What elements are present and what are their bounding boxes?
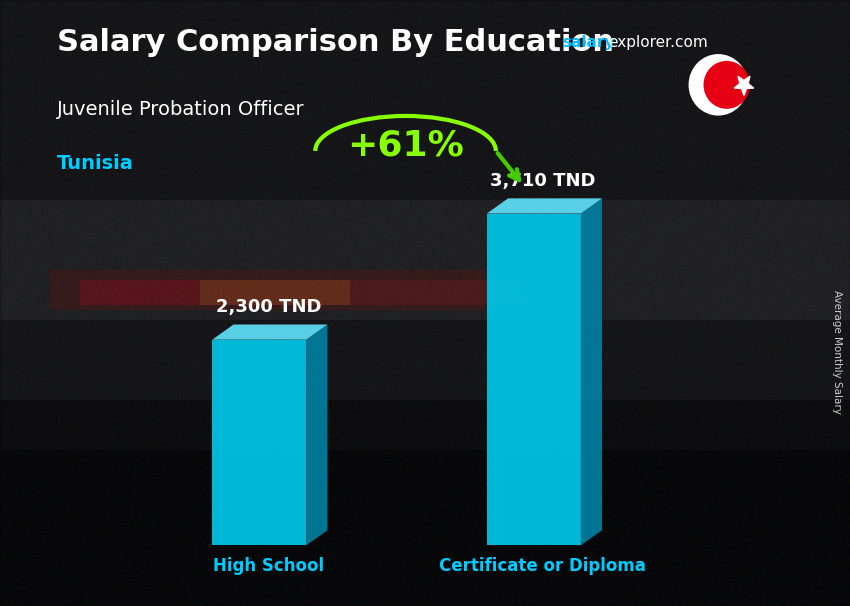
Text: salary: salary bbox=[563, 35, 615, 50]
Text: Certificate or Diploma: Certificate or Diploma bbox=[439, 558, 646, 576]
Polygon shape bbox=[306, 324, 327, 545]
Text: explorer.com: explorer.com bbox=[608, 35, 707, 50]
Text: Average Monthly Salary: Average Monthly Salary bbox=[832, 290, 842, 413]
Text: Juvenile Probation Officer: Juvenile Probation Officer bbox=[57, 99, 304, 119]
Polygon shape bbox=[734, 76, 754, 96]
Circle shape bbox=[704, 62, 749, 108]
Text: 2,300 TND: 2,300 TND bbox=[216, 299, 321, 316]
Text: +61%: +61% bbox=[347, 129, 464, 163]
Text: 3,710 TND: 3,710 TND bbox=[490, 172, 596, 190]
Text: Salary Comparison By Education: Salary Comparison By Education bbox=[57, 28, 614, 57]
Polygon shape bbox=[212, 339, 306, 545]
Polygon shape bbox=[487, 213, 581, 545]
Text: High School: High School bbox=[212, 558, 324, 576]
Polygon shape bbox=[581, 198, 602, 545]
Polygon shape bbox=[212, 324, 327, 339]
Text: Tunisia: Tunisia bbox=[57, 154, 133, 173]
Polygon shape bbox=[487, 198, 602, 213]
Circle shape bbox=[689, 55, 747, 115]
